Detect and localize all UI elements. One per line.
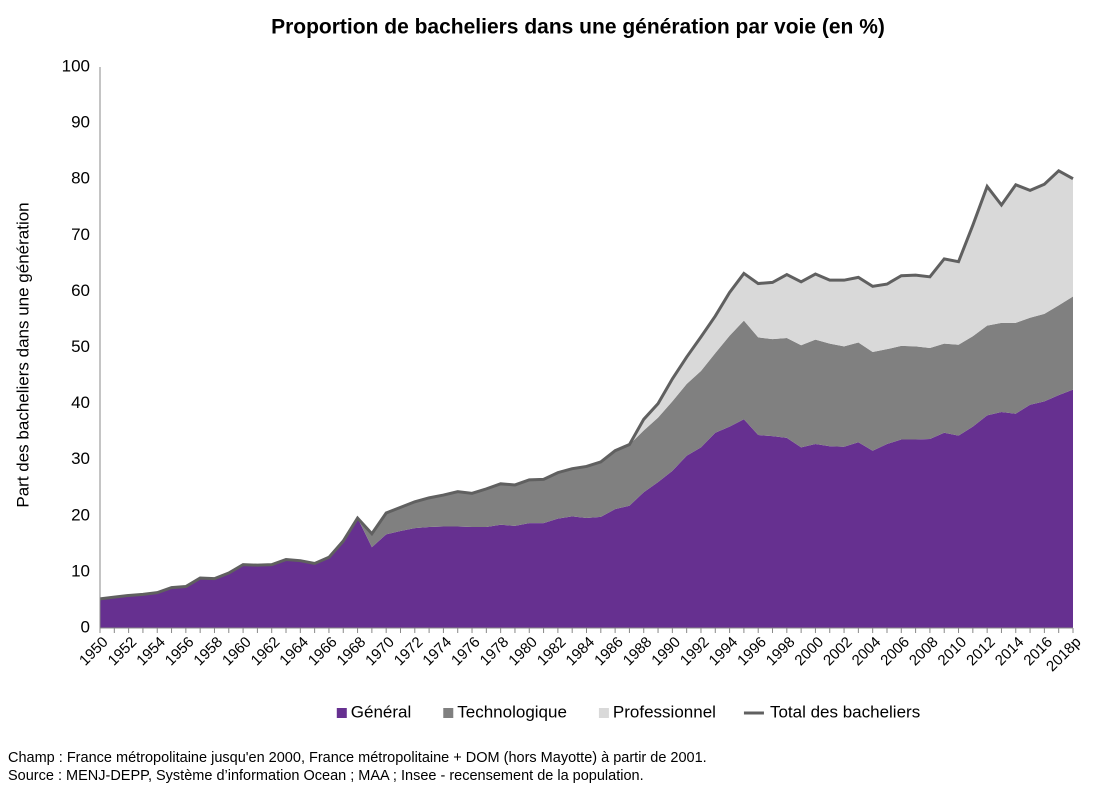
x-tick-label: 1962 (248, 634, 284, 670)
x-tick-label: 1966 (305, 634, 341, 670)
x-tick-label: 2004 (849, 634, 885, 670)
x-tick-label: 1990 (648, 634, 684, 670)
x-tick-label: 1976 (448, 634, 484, 670)
x-tick-label: 1996 (734, 634, 770, 670)
x-tick-label: 1950 (76, 634, 112, 670)
legend-symbol (598, 708, 609, 718)
x-tick-label: 1980 (505, 634, 541, 670)
x-tick-label: 1956 (162, 634, 198, 670)
x-tick-label: 1954 (133, 634, 169, 670)
y-tick-label: 100 (62, 56, 90, 75)
x-tick-label: 1978 (477, 634, 513, 670)
x-tick-label: 2000 (791, 634, 827, 670)
x-tick-label: 1952 (105, 634, 141, 670)
x-tick-label: 1960 (219, 634, 255, 670)
x-tick-label: 1994 (706, 634, 742, 670)
x-tick-label: 1968 (334, 634, 370, 670)
x-tick-label: 2008 (906, 634, 942, 670)
y-tick-label: 10 (71, 561, 90, 580)
x-tick-label: 1992 (677, 634, 713, 670)
y-tick-label: 40 (71, 393, 90, 412)
line (99, 168, 1074, 601)
x-tick-label: 1970 (362, 634, 398, 670)
x-tick-label: 1986 (591, 634, 627, 670)
x-tick-label: 2012 (963, 634, 999, 670)
note: Source : MENJ-DEPP, Système d’informatio… (8, 768, 644, 784)
note: Champ : France métropolitaine jusqu'en 2… (8, 750, 707, 766)
y-tick-label: 80 (71, 169, 90, 188)
x-tick-label: 1982 (534, 634, 570, 670)
legend-label: Total des bacheliers (770, 702, 920, 721)
x-tick-label: 2006 (877, 634, 913, 670)
y-tick-label: 30 (71, 449, 90, 468)
x-tick-label: 1964 (276, 634, 312, 670)
legend-symbol (443, 708, 454, 718)
legend-label: Professionnel (613, 702, 716, 721)
legend: Général Technologique Professionnel Total d… (336, 702, 920, 721)
y-tick-label: 0 (81, 617, 90, 636)
y-axis-label: Part des bacheliers dans une génération (13, 202, 32, 507)
y-tick-label: 60 (71, 281, 90, 300)
x-tick-label: 1988 (620, 634, 656, 670)
legend-label: Général (351, 702, 411, 721)
area (100, 389, 1073, 628)
x-tick-label: 1972 (391, 634, 427, 670)
area (100, 296, 1073, 599)
y-tick-label: 70 (71, 225, 90, 244)
legend-label: Technologique (457, 702, 567, 721)
legend-symbol (336, 708, 347, 718)
x-tick-label: 2010 (935, 634, 971, 670)
x-tick-label: 1998 (763, 634, 799, 670)
x-tick-label: 2002 (820, 634, 856, 670)
y-tick-label: 90 (71, 113, 90, 132)
x-tick-label: 1984 (563, 634, 599, 670)
x-tick-label: 2014 (992, 634, 1028, 670)
x-tick-label: 1974 (419, 634, 455, 670)
y-tick-label: 20 (71, 505, 90, 524)
chart-title: Proportion de bacheliers dans une généra… (271, 16, 885, 39)
x-tick-label: 1958 (190, 634, 226, 670)
y-tick-label: 50 (71, 337, 90, 356)
